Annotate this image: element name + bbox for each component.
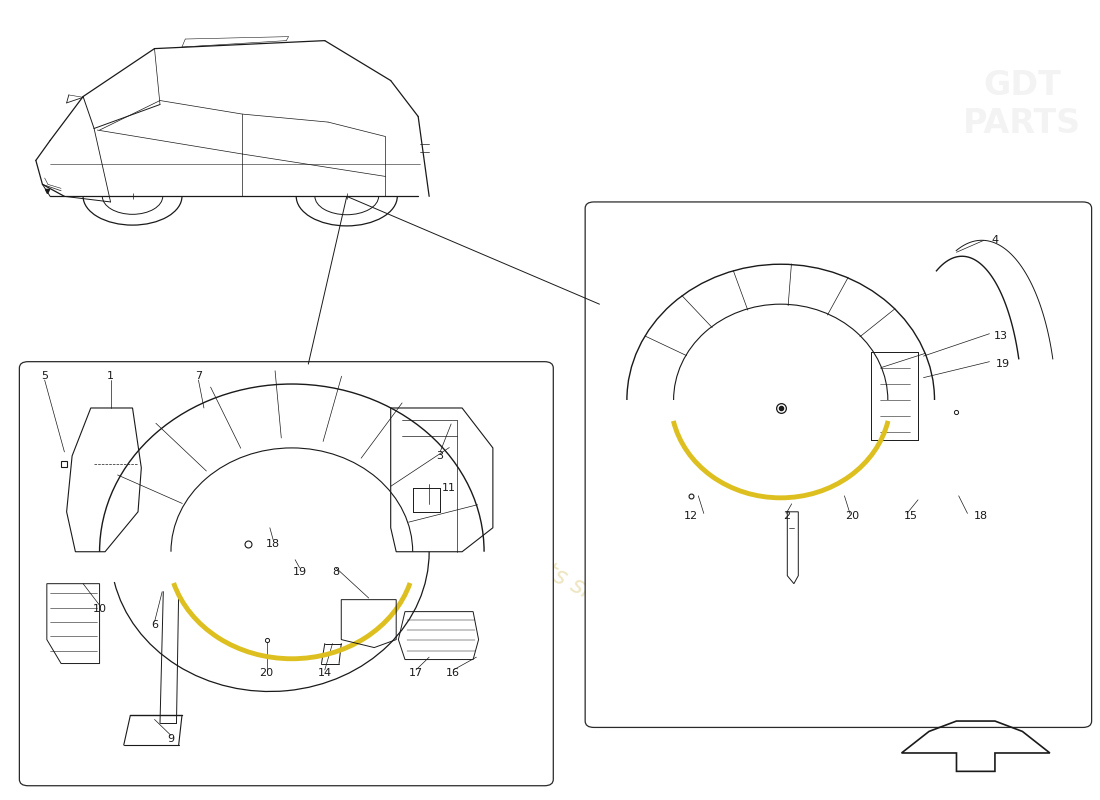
Text: 17: 17	[409, 668, 424, 678]
Text: 12: 12	[683, 510, 697, 521]
Text: 14: 14	[318, 668, 332, 678]
FancyBboxPatch shape	[585, 202, 1091, 727]
Text: 3: 3	[437, 451, 443, 461]
Text: 16: 16	[447, 668, 460, 678]
Text: 15: 15	[903, 510, 917, 521]
Text: 7: 7	[195, 371, 202, 381]
Text: 2: 2	[782, 510, 790, 521]
Text: 20: 20	[260, 668, 274, 678]
FancyBboxPatch shape	[20, 362, 553, 786]
Text: a passion for parts since 1985: a passion for parts since 1985	[365, 466, 691, 654]
Text: GDT
PARTS: GDT PARTS	[964, 69, 1081, 140]
Text: 4: 4	[991, 235, 999, 246]
Text: 10: 10	[92, 604, 107, 614]
Text: 11: 11	[442, 483, 455, 493]
Text: 18: 18	[266, 538, 280, 549]
Text: 8: 8	[332, 566, 339, 577]
Text: 19: 19	[996, 359, 1010, 369]
Text: 18: 18	[974, 510, 988, 521]
Text: 20: 20	[845, 510, 859, 521]
Text: 5: 5	[41, 371, 48, 381]
Text: 1: 1	[107, 371, 114, 381]
Text: 19: 19	[293, 566, 307, 577]
Text: 6: 6	[151, 620, 158, 630]
Text: 9: 9	[167, 734, 175, 745]
Text: 13: 13	[993, 331, 1008, 341]
